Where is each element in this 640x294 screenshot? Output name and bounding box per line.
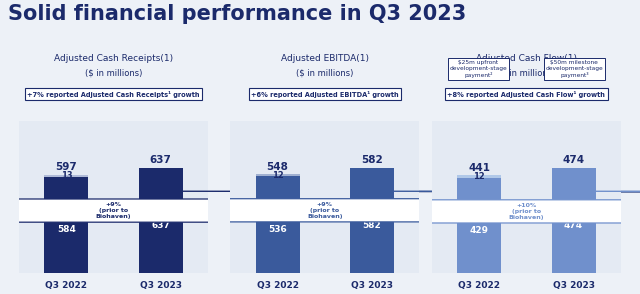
Bar [44,175,88,177]
Bar [139,168,183,273]
Text: Adjusted Cash Receipts(1): Adjusted Cash Receipts(1) [54,54,173,63]
Text: ($ in millions): ($ in millions) [498,69,555,78]
Bar [350,168,394,273]
Text: 13: 13 [61,171,72,180]
Text: Adjusted Cash Flow(1): Adjusted Cash Flow(1) [476,54,577,63]
Text: +8% reported Adjusted Cash Flow¹ growth: +8% reported Adjusted Cash Flow¹ growth [447,91,605,98]
Circle shape [0,199,640,222]
Text: $50m milestone
development-stage
payment³: $50m milestone development-stage payment… [545,60,604,78]
Text: 474: 474 [564,221,583,230]
Text: Solid financial performance in Q3 2023: Solid financial performance in Q3 2023 [8,4,467,24]
Text: ($ in millions): ($ in millions) [85,69,142,78]
Text: +9%
(prior to
Biohaven): +9% (prior to Biohaven) [96,202,131,219]
Bar [457,178,501,273]
Text: Adjusted EBITDA(1): Adjusted EBITDA(1) [281,54,369,63]
Text: 582: 582 [363,221,381,230]
Text: +10%
(prior to
Biohaven): +10% (prior to Biohaven) [509,203,544,220]
Text: +6% reported Adjusted EBITDA¹ growth: +6% reported Adjusted EBITDA¹ growth [251,91,399,98]
Bar [457,175,501,178]
Text: 582: 582 [361,155,383,165]
Text: 12: 12 [272,171,284,180]
Text: 536: 536 [268,225,287,234]
Bar [44,177,88,273]
Text: 548: 548 [267,161,289,171]
Text: 474: 474 [563,155,585,165]
Circle shape [0,199,640,222]
Text: 637: 637 [152,221,170,230]
Bar [552,168,596,273]
Text: $25m upfront
development-stage
payment²: $25m upfront development-stage payment² [449,60,508,78]
Text: ($ in millions): ($ in millions) [296,69,353,78]
Text: 637: 637 [150,155,172,165]
Bar [255,176,300,273]
Text: 584: 584 [57,225,76,234]
Text: +7% reported Adjusted Cash Receipts¹ growth: +7% reported Adjusted Cash Receipts¹ gro… [28,91,200,98]
Text: 12: 12 [474,172,485,181]
Bar [255,174,300,176]
Text: +9%
(prior to
Biohaven): +9% (prior to Biohaven) [307,202,342,219]
Text: 597: 597 [56,162,77,172]
Text: 441: 441 [468,163,490,173]
Text: 429: 429 [470,226,489,235]
Circle shape [0,200,640,223]
